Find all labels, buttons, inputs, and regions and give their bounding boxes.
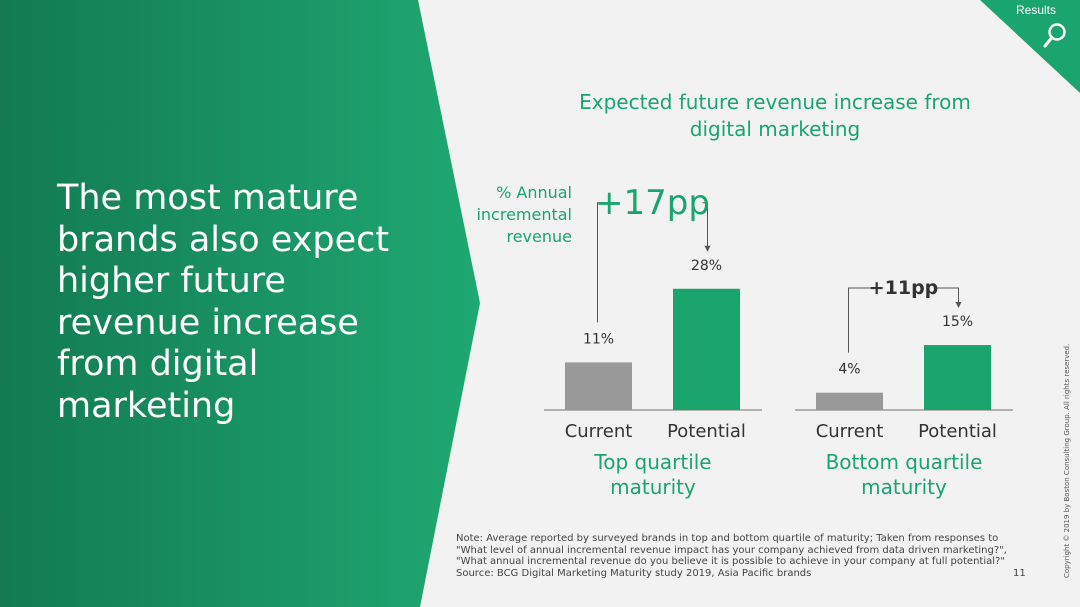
delta-bracket-right [935,287,959,305]
delta-label: +17pp [595,183,710,223]
delta-arrowhead [704,245,711,252]
note-line: "What annual incremental revenue do you … [456,556,1005,567]
green-chevron-panel [0,0,480,607]
delta-arrowhead [955,302,962,309]
source-line: Source: BCG Digital Marketing Maturity s… [456,567,812,579]
slide-headline: The most mature brands also expect highe… [57,178,390,426]
page-number: 11 [1013,568,1026,579]
copyright-notice: Copyright © 2019 by Boston Consulting Gr… [1063,343,1071,578]
footnote: Note: Average reported by surveyed brand… [456,533,1026,579]
note-line: "What level of annual incremental revenu… [456,544,1007,556]
bar-potential [673,288,740,410]
data-label: 4% [838,362,860,378]
data-label: 11% [583,331,614,347]
bar-current [565,362,632,410]
search-icon [1043,23,1066,48]
delta-label: +11pp [869,277,939,299]
delta-bracket-left [848,287,872,353]
results-corner-tab [980,0,1080,93]
data-label: 15% [942,314,973,330]
group-label: maturity [610,475,696,499]
category-tick-label: Potential [667,421,746,442]
results-tag: Results [1015,3,1056,17]
group-label: maturity [861,475,947,499]
group-label: Top quartile [593,450,711,474]
category-tick-label: Potential [918,421,997,442]
note-line: Note: Average reported by surveyed brand… [456,533,999,544]
bar-current [816,392,883,410]
category-tick-label: Current [565,421,633,442]
y-axis-label: % Annual incremental revenue [476,183,572,246]
chart-title: Expected future revenue increase from di… [579,90,971,141]
category-tick-label: Current [816,421,884,442]
data-label: 28% [691,258,722,274]
delta-bracket-right [702,202,708,248]
bar-potential [924,345,991,410]
group-label: Bottom quartile [826,450,983,474]
delta-bracket-left [597,202,603,323]
